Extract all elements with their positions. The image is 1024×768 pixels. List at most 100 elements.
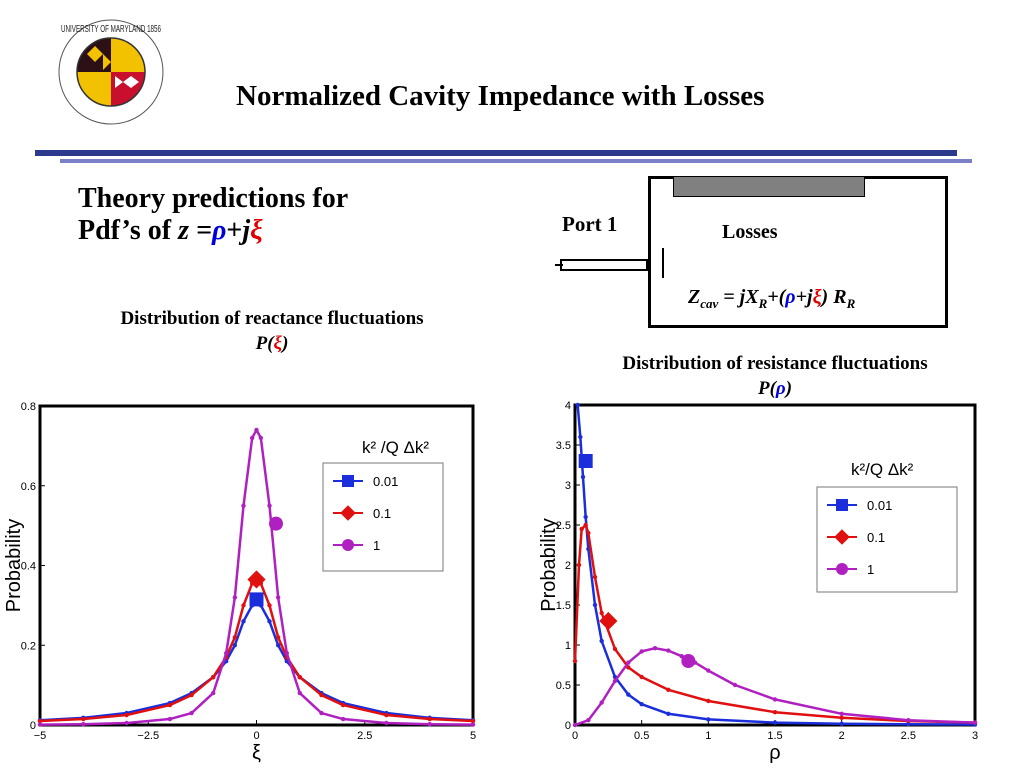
y-tick-label: 2 [565, 560, 571, 572]
series-line [39, 598, 474, 722]
data-point [241, 619, 246, 624]
resistance-p-close: ) [785, 378, 793, 399]
x-tick-label: 2 [839, 730, 845, 742]
data-point [586, 530, 591, 536]
data-point [639, 649, 644, 654]
university-logo: UNIVERSITY OF MARYLAND 1856 [58, 19, 164, 125]
x-tick-label: 1 [705, 730, 711, 742]
y-tick-label: 3 [565, 480, 571, 492]
theory-heading: Theory predictions for Pdf’s of z =ρ+jξ [78, 183, 348, 247]
data-point [384, 712, 389, 718]
legend-marker [342, 539, 354, 551]
data-point [586, 718, 591, 723]
data-point [275, 635, 281, 640]
f-r2: R [828, 286, 847, 308]
data-point [37, 722, 43, 727]
data-point [267, 503, 272, 508]
data-point [189, 692, 194, 698]
data-point [839, 721, 844, 726]
port-tube [560, 259, 648, 271]
data-point [639, 674, 644, 680]
data-point [81, 722, 86, 727]
series-1 [572, 646, 978, 728]
data-point [592, 602, 598, 608]
data-point [572, 658, 578, 664]
y-tick-label: 4 [565, 400, 571, 412]
data-point [267, 603, 272, 608]
data-point [124, 720, 129, 726]
y-tick-label: 1 [565, 640, 571, 652]
y-tick-label: 0 [30, 720, 36, 732]
data-point [626, 660, 631, 665]
data-point [223, 651, 229, 656]
reactance-p-close: ) [282, 333, 289, 354]
theory-xi: ξ [250, 215, 263, 246]
series-line [573, 523, 976, 724]
f-eq: = jX [718, 286, 759, 308]
series-line [574, 646, 976, 727]
data-point [839, 715, 844, 720]
legend-label: 0.1 [867, 530, 885, 545]
title-divider [35, 150, 957, 156]
legend-label: 1 [867, 562, 874, 577]
x-axis-label: ξ [252, 742, 261, 764]
data-point [384, 720, 389, 726]
data-point [340, 702, 346, 708]
port-label: Port 1 [562, 212, 618, 236]
data-point [297, 674, 302, 680]
f-z: Z [688, 286, 701, 308]
cavity-formula: Zcav = jXR+(ρ+jξ) RR [688, 286, 855, 312]
data-point [211, 690, 216, 696]
data-point [232, 643, 238, 648]
title-divider-secondary [60, 159, 972, 163]
data-point [772, 710, 778, 715]
data-point [772, 720, 778, 725]
data-point [592, 574, 598, 580]
f-xi: ξ [812, 286, 822, 308]
highlight-marker [681, 654, 696, 668]
data-point [576, 562, 582, 568]
x-tick-label: 3 [972, 730, 978, 742]
data-point [258, 435, 264, 441]
y-tick-label: 0.8 [21, 401, 36, 413]
reactance-title-line1: Distribution of reactance fluctuations [120, 308, 424, 329]
data-point [427, 716, 432, 722]
y-tick-label: 3.5 [556, 440, 571, 452]
loss-bar [673, 176, 865, 197]
data-point [583, 522, 588, 528]
x-tick-label: −2.5 [137, 730, 159, 742]
f-rho: ρ [785, 286, 796, 308]
highlight-marker [578, 454, 593, 468]
data-point [37, 718, 43, 724]
data-point [232, 595, 238, 600]
data-point [249, 435, 255, 441]
f-pj: +j [795, 286, 813, 308]
highlight-marker [268, 516, 283, 531]
data-point [732, 682, 738, 688]
reactance-p-open: P( [255, 333, 274, 354]
data-point [666, 711, 671, 716]
theory-plus: + [226, 215, 243, 246]
series-0.01 [37, 597, 476, 723]
data-point [706, 668, 711, 673]
resistance-chart: 0 0.5 1 1.5 2 2.5 3 0 0.5 1 1.5 2 2.5 3 3.5 4 ρ Probabili… [538, 400, 978, 764]
losses-label: Losses [722, 221, 778, 243]
data-point [284, 651, 290, 656]
data-point [275, 595, 281, 600]
data-point [579, 526, 584, 532]
legend-label: 0.01 [373, 474, 398, 489]
legend-title: k²/Q Δk² [851, 460, 914, 479]
y-tick-label: 0 [565, 720, 571, 732]
data-point [275, 643, 281, 648]
highlight-marker [249, 592, 264, 607]
data-point [167, 702, 173, 708]
x-tick-label: 0 [253, 730, 259, 742]
series-line [576, 404, 976, 726]
resistance-rho: ρ [775, 378, 786, 399]
data-point [81, 716, 86, 722]
legend-label: 0.01 [867, 498, 892, 513]
theory-j: j [242, 215, 251, 246]
y-tick-label: 0.5 [556, 680, 571, 692]
y-tick-label: 0.2 [21, 640, 36, 652]
data-point [772, 697, 778, 702]
